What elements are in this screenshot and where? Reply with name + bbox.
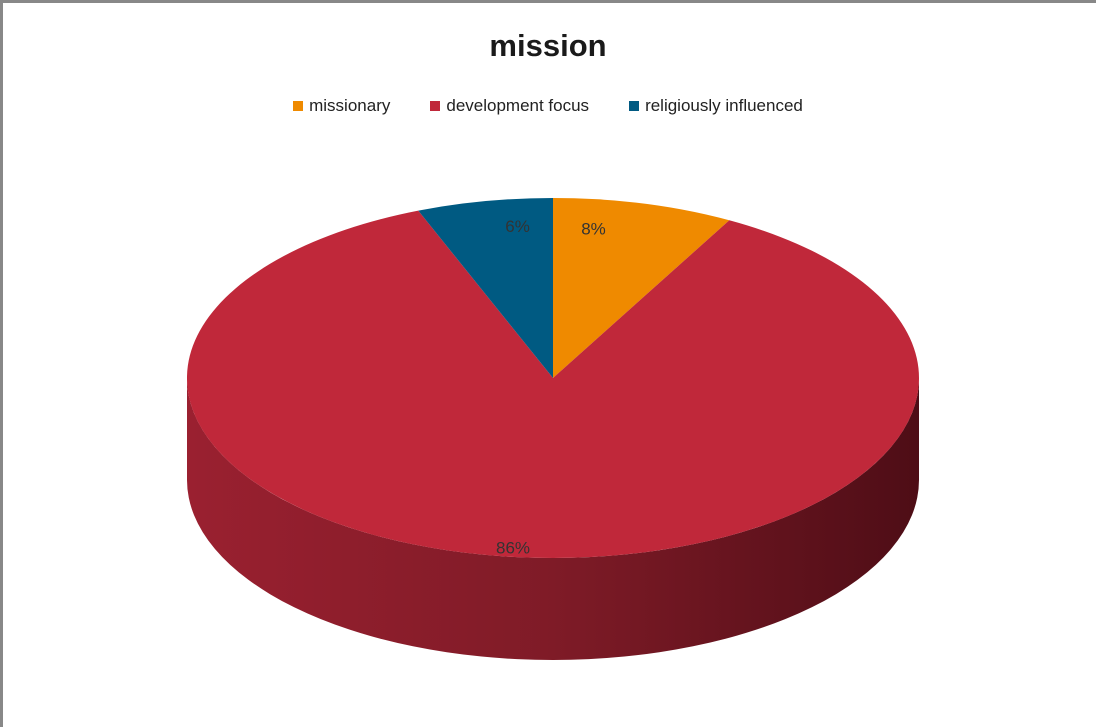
- legend-label-missionary: missionary: [309, 96, 391, 115]
- legend-item-development-focus: development focus: [430, 96, 589, 116]
- chart-title: mission: [489, 28, 607, 63]
- frame-border-top: [0, 0, 1096, 3]
- pie-slice-religiously-influenced: [418, 198, 553, 378]
- legend-item-missionary: missionary: [293, 96, 390, 116]
- legend-swatch-religiously-influenced: [629, 101, 640, 111]
- pie-label-religiously-influenced: 6%: [505, 217, 530, 236]
- pie-slice-missionary: [553, 198, 730, 378]
- pie-label-development-focus: 86%: [496, 538, 530, 557]
- frame-border-left: [0, 0, 3, 727]
- pie-slice-development-focus: [186, 210, 919, 558]
- legend-swatch-development-focus: [430, 101, 441, 111]
- pie-label-missionary: 8%: [581, 219, 606, 238]
- legend-label-religiously-influenced: religiously influenced: [645, 96, 803, 115]
- chart-legend: missionary development focus religiously…: [0, 96, 1096, 116]
- pie-side-development-focus: [187, 378, 919, 660]
- legend-label-development-focus: development focus: [446, 96, 590, 115]
- legend-swatch-missionary: [293, 101, 304, 111]
- legend-item-religiously-influenced: religiously influenced: [629, 96, 803, 116]
